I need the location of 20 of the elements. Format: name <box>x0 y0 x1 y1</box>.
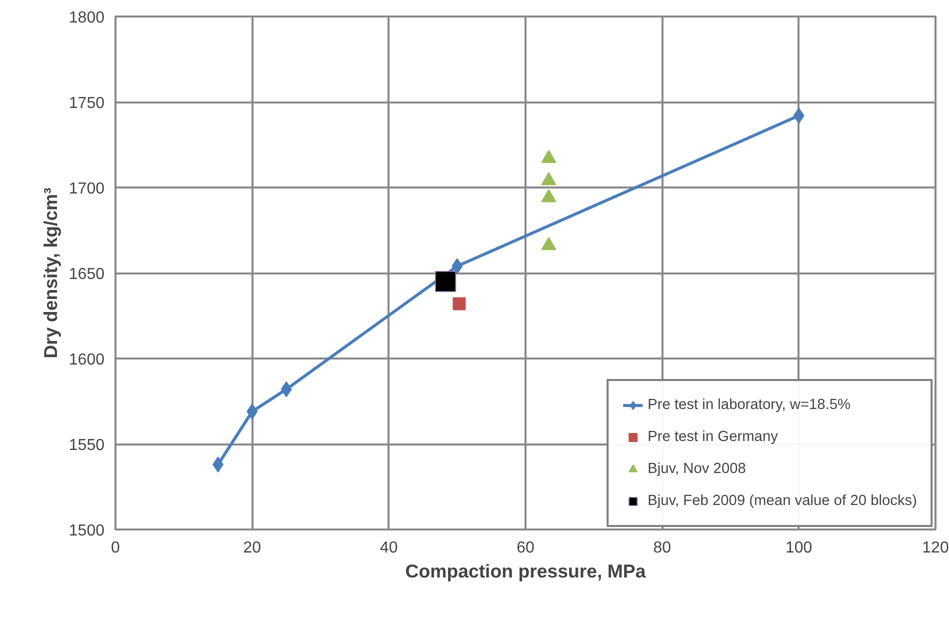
y-tick-label: 1600 <box>68 352 105 368</box>
x-tick-label: 20 <box>243 540 262 556</box>
y-tick-label: 1500 <box>68 522 105 540</box>
y-tick-label: 1550 <box>68 437 105 454</box>
x-tick-label: 60 <box>516 540 534 556</box>
y-tick-label: 1700 <box>68 180 105 198</box>
x-tick-label: 100 <box>785 540 812 556</box>
x-tick-label: 0 <box>111 540 120 556</box>
legend-label: Bjuv, Nov 2008 <box>648 461 746 477</box>
legend-label: Bjuv, Feb 2009 (mean value of 20 blocks) <box>648 493 917 509</box>
x-axis-title: Compaction pressure, MPa <box>405 560 646 582</box>
x-tick-label: 40 <box>380 540 398 556</box>
x-tick-label: 120 <box>922 540 949 556</box>
y-axis-title: Dry density, kg/cm³ <box>40 188 61 358</box>
y-tick-label: 1800 <box>68 10 105 26</box>
legend-label: Pre test in laboratory, w=18.5% <box>648 397 851 413</box>
y-tick-label: 1650 <box>68 266 105 283</box>
legend-label: Pre test in Germany <box>648 429 778 445</box>
x-tick-label: 80 <box>653 540 672 556</box>
y-tick-label: 1750 <box>68 95 105 112</box>
